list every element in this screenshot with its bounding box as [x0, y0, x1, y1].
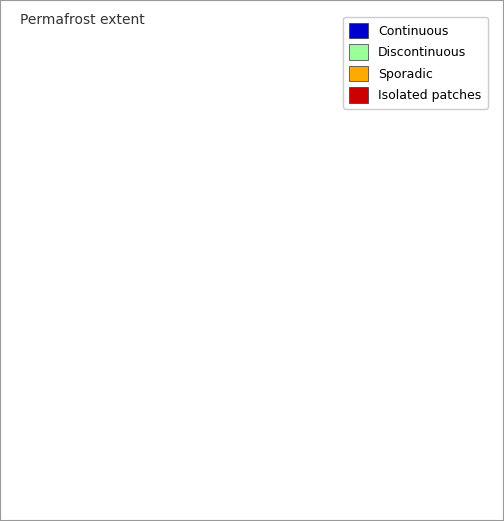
Legend: Continuous, Discontinuous, Sporadic, Isolated patches: Continuous, Discontinuous, Sporadic, Iso…	[343, 17, 488, 109]
Text: Permafrost extent: Permafrost extent	[20, 13, 145, 27]
